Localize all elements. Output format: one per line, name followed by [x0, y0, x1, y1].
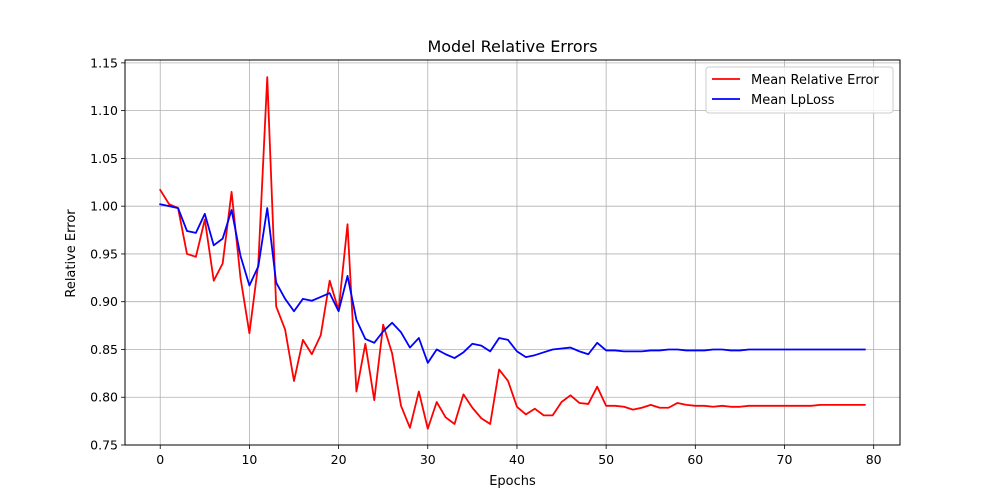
x-tick-label: 0: [156, 452, 164, 467]
grid: [125, 60, 900, 446]
x-tick-label: 80: [866, 452, 882, 467]
chart-title: Model Relative Errors: [427, 37, 597, 56]
legend-label-mean-lploss: Mean LpLoss: [751, 93, 835, 108]
x-tick-label: 50: [598, 452, 614, 467]
y-tick-label: 1.15: [90, 55, 118, 70]
y-tick-label: 0.75: [90, 438, 118, 453]
y-tick-label: 1.00: [90, 199, 118, 214]
legend-label-mean-relative-error: Mean Relative Error: [751, 73, 879, 88]
plot-frame: [124, 59, 901, 446]
x-tick-label: 70: [777, 452, 793, 467]
x-tick-label: 60: [687, 452, 703, 467]
series-line-mean-relative-error: [158, 76, 866, 430]
y-tick-label: 1.05: [90, 151, 118, 166]
series-layer: [158, 76, 866, 430]
series-line-mean-lploss: [159, 203, 866, 364]
x-axis-label: Epochs: [489, 474, 536, 489]
y-tick-label: 1.10: [90, 103, 118, 118]
legend: Mean Relative Error Mean LpLoss: [705, 66, 894, 114]
y-tick-label: 0.90: [90, 294, 118, 309]
y-tick-label: 0.95: [90, 246, 118, 261]
x-tick-label: 30: [420, 452, 436, 467]
y-axis: 0.75 0.80 0.85 0.90 0.95 1.00 1.05 1.10 1.15: [90, 55, 125, 453]
y-axis-label: Relative Error: [64, 209, 79, 298]
x-tick-label: 20: [331, 452, 347, 467]
y-tick-label: 0.85: [90, 342, 118, 357]
x-axis: 0 10 20 30 40 50 60 70 80: [156, 445, 882, 467]
y-tick-label: 0.80: [90, 390, 118, 405]
x-tick-label: 10: [241, 452, 257, 467]
legend-box: [705, 66, 894, 114]
x-tick-label: 40: [509, 452, 525, 467]
